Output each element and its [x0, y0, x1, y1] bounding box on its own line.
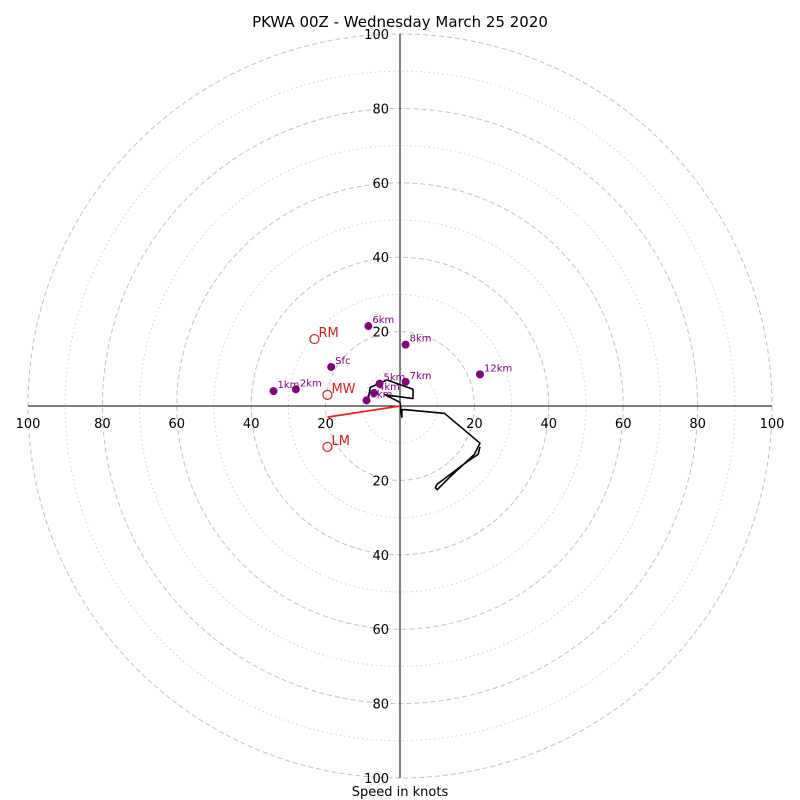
x-tick-label: 40	[243, 417, 260, 432]
height-label-4km: 4km	[378, 382, 400, 393]
y-tick-label: 40	[372, 549, 389, 564]
storm-motion-label-mw: MW	[331, 382, 355, 397]
height-label-2km: 2km	[300, 378, 322, 389]
y-tick-label: 80	[372, 102, 389, 117]
height-marker-3km	[362, 396, 371, 405]
storm-motion-label-lm: LM	[331, 434, 349, 449]
x-tick-label: 80	[689, 417, 706, 432]
height-label-5km: 5km	[384, 373, 406, 384]
height-marker-4km	[369, 388, 378, 397]
storm-motion-marker-mw	[322, 389, 333, 400]
height-label-sfc: Sfc	[335, 356, 350, 367]
y-tick-label: 20	[372, 474, 389, 489]
storm-motion-marker-lm	[322, 441, 333, 453]
y-tick-label: 40	[372, 251, 389, 266]
height-label-8km: 8km	[410, 334, 432, 345]
height-marker-5km	[375, 379, 384, 388]
y-tick-label: 60	[372, 177, 389, 192]
y-tick-label: 100	[364, 28, 389, 43]
y-tick-label: 20	[372, 326, 389, 341]
x-tick-label: 100	[16, 417, 41, 432]
x-tick-label: 60	[615, 417, 632, 432]
shear-vector	[327, 405, 401, 419]
x-tick-label: 40	[541, 417, 558, 432]
height-marker-12km	[475, 370, 484, 379]
storm-motion-label-rm: RM	[318, 326, 338, 341]
height-label-6km: 6km	[372, 315, 394, 326]
storm-motion-marker-rm	[309, 333, 320, 345]
x-tick-label: 100	[760, 417, 785, 432]
height-marker-7km	[401, 377, 410, 386]
y-tick-label: 80	[372, 698, 389, 713]
tick-labels: 100 80 60 40 20 20 40 60 80 100 20 40 60 80 100 20 40 60 8…	[16, 28, 785, 787]
x-tick-label: 20	[317, 417, 334, 432]
y-tick-label: 100	[364, 772, 389, 787]
hodograph-trace	[367, 379, 481, 491]
height-marker-2km	[291, 385, 300, 394]
height-marker-6km	[364, 322, 373, 331]
height-marker-sfc	[327, 362, 336, 371]
x-tick-label: 60	[169, 417, 186, 432]
x-tick-label: 20	[466, 417, 483, 432]
height-label-12km: 12km	[484, 363, 512, 374]
chart-title: PKWA 00Z - Wednesday March 25 2020	[252, 13, 548, 31]
height-label-3km: 3km	[371, 389, 393, 400]
height-label-1km: 1km	[278, 380, 300, 391]
x-tick-label: 80	[94, 417, 111, 432]
height-label-7km: 7km	[410, 371, 432, 382]
height-marker-1km	[269, 387, 278, 396]
y-tick-label: 60	[372, 623, 389, 638]
x-axis-label: Speed in knots	[352, 785, 449, 800]
height-marker-8km	[401, 340, 410, 349]
